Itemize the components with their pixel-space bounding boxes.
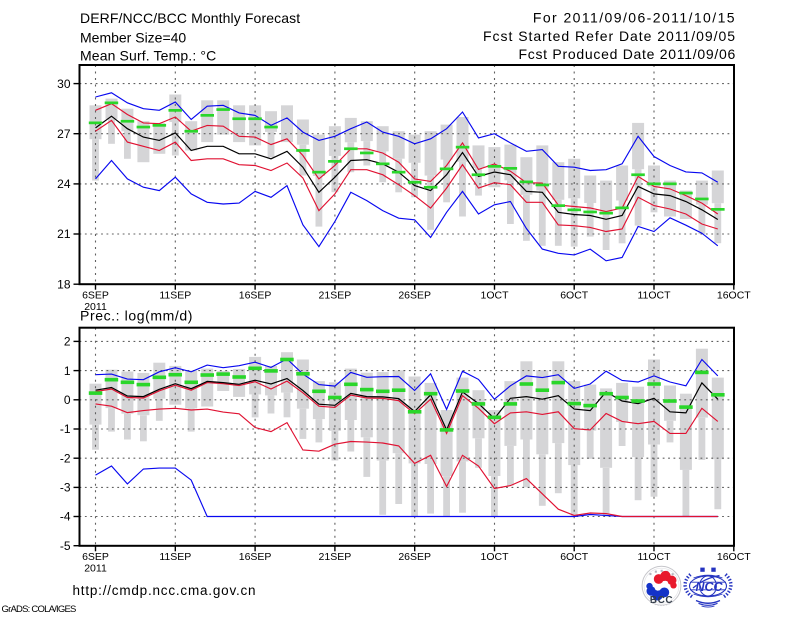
- svg-text:Fcst Produced Date 2011/09/06: Fcst Produced Date 2011/09/06: [518, 46, 736, 62]
- svg-text:GrADS: COLA/IGES: GrADS: COLA/IGES: [2, 604, 77, 615]
- svg-text:0: 0: [64, 393, 71, 407]
- svg-text:16OCT: 16OCT: [717, 290, 751, 302]
- svg-text:1OCT: 1OCT: [480, 290, 509, 302]
- svg-text:26SEP: 26SEP: [398, 551, 431, 563]
- svg-text:30: 30: [57, 77, 71, 91]
- svg-text:1OCT: 1OCT: [480, 551, 509, 563]
- svg-text:Prec.: log(mm/d): Prec.: log(mm/d): [80, 308, 193, 324]
- svg-text:6SEP: 6SEP: [82, 551, 109, 563]
- svg-text:11OCT: 11OCT: [637, 290, 671, 302]
- svg-text:21: 21: [57, 227, 71, 241]
- svg-text:21SEP: 21SEP: [319, 551, 352, 563]
- svg-text:11SEP: 11SEP: [159, 290, 191, 302]
- svg-text:18: 18: [57, 277, 71, 291]
- svg-text:2011: 2011: [84, 301, 107, 313]
- svg-text:24: 24: [57, 177, 71, 191]
- svg-text:21SEP: 21SEP: [319, 290, 352, 302]
- svg-text:http://cmdp.ncc.cma.gov.cn: http://cmdp.ncc.cma.gov.cn: [73, 583, 257, 598]
- svg-text:11SEP: 11SEP: [159, 551, 191, 563]
- svg-text:16SEP: 16SEP: [239, 290, 272, 302]
- svg-text:BCC: BCC: [650, 595, 673, 606]
- svg-text:26SEP: 26SEP: [398, 290, 431, 302]
- svg-text:6SEP: 6SEP: [82, 290, 109, 302]
- svg-text:6OCT: 6OCT: [560, 551, 589, 563]
- svg-text:-5: -5: [60, 539, 71, 553]
- svg-text:16OCT: 16OCT: [717, 551, 751, 563]
- svg-text:For 2011/09/06-2011/10/15: For 2011/09/06-2011/10/15: [533, 9, 736, 25]
- svg-text:-3: -3: [60, 481, 71, 495]
- svg-text:27: 27: [57, 127, 71, 141]
- svg-text:6OCT: 6OCT: [560, 290, 589, 302]
- svg-text:Member Size=40: Member Size=40: [80, 29, 186, 45]
- svg-text:1: 1: [64, 364, 71, 378]
- svg-text:11OCT: 11OCT: [637, 551, 671, 563]
- svg-text:16SEP: 16SEP: [239, 551, 272, 563]
- svg-text:-4: -4: [60, 510, 71, 524]
- svg-text:DERF/NCC/BCC Monthly Forecast: DERF/NCC/BCC Monthly Forecast: [80, 10, 300, 26]
- svg-text:-2: -2: [60, 451, 71, 465]
- svg-text:Fcst Started Refer Date 2011/0: Fcst Started Refer Date 2011/09/05: [483, 28, 736, 44]
- svg-text:Mean Surf. Temp.: °C: Mean Surf. Temp.: °C: [80, 48, 216, 64]
- svg-text:-1: -1: [60, 422, 71, 436]
- svg-text:2011: 2011: [84, 563, 107, 575]
- svg-text:2: 2: [64, 335, 71, 349]
- svg-text:NCC: NCC: [695, 580, 723, 594]
